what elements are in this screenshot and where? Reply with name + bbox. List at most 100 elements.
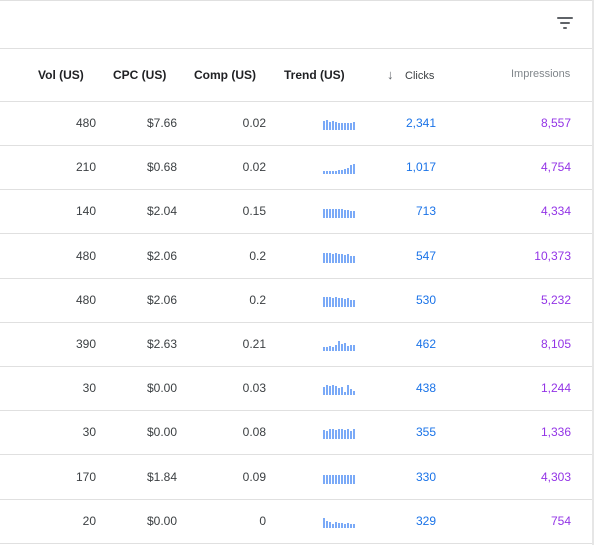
clicks-cell[interactable]: 547 (415, 248, 436, 263)
trend-bar (347, 123, 349, 130)
vol-cell: 480 (75, 292, 96, 307)
clicks-cell[interactable]: 330 (415, 469, 436, 484)
clicks-cell[interactable]: 1,017 (405, 160, 436, 175)
trend-bar (344, 210, 346, 219)
impressions-cell[interactable]: 754 (550, 513, 571, 528)
clicks-cell[interactable]: 355 (415, 425, 436, 440)
filter-list-icon[interactable] (554, 12, 578, 36)
arrow-down-icon: ↓ (387, 67, 394, 82)
comp-cell: 0 (259, 513, 266, 528)
comp-cell: 0.15 (242, 204, 266, 219)
clicks-cell[interactable]: 713 (415, 204, 436, 219)
table-row[interactable]: 480 $2.06 0.2 547 10,373 (0, 235, 592, 279)
trend-bar (329, 171, 331, 175)
table-row[interactable]: 30 $0.00 0.03 438 1,244 (0, 367, 592, 412)
cpc-cell: $1.84 (146, 469, 177, 484)
trend-bar (332, 121, 334, 130)
column-header-clicks-label: Clicks (405, 70, 435, 82)
impressions-cell[interactable]: 4,303 (540, 469, 571, 484)
trend-bar (350, 255, 352, 263)
trend-bar (326, 385, 328, 396)
trend-bar (338, 253, 340, 263)
clicks-cell[interactable]: 462 (415, 337, 436, 351)
column-header-cpc[interactable]: CPC (US) (113, 68, 167, 82)
comp-cell: 0.03 (242, 381, 266, 396)
impressions-cell[interactable]: 8,557 (540, 116, 571, 130)
trend-bar (332, 171, 334, 175)
trend-bar (350, 123, 352, 130)
table-row[interactable]: 390 $2.63 0.21 462 8,105 (0, 323, 592, 367)
trend-bar (329, 386, 331, 396)
clicks-cell[interactable]: 2,341 (405, 116, 436, 130)
clicks-cell[interactable]: 530 (415, 292, 436, 307)
impressions-cell[interactable]: 10,373 (534, 248, 571, 263)
trend-bar (338, 209, 340, 219)
table-row[interactable]: 20 $0.00 0 329 754 (0, 500, 592, 544)
trend-sparkline (323, 164, 355, 175)
table-row[interactable]: 140 $2.04 0.15 713 4,334 (0, 190, 592, 235)
trend-bar (341, 253, 343, 263)
trend-bar (353, 474, 355, 484)
clicks-cell[interactable]: 438 (415, 381, 436, 396)
impressions-cell[interactable]: 1,336 (540, 425, 571, 440)
trend-sparkline (323, 252, 355, 263)
table-row[interactable]: 30 $0.00 0.08 355 1,336 (0, 411, 592, 456)
trend-sparkline (323, 120, 355, 130)
trend-bar (338, 388, 340, 396)
clicks-cell[interactable]: 329 (415, 513, 436, 528)
trend-bar (344, 523, 346, 528)
column-header-comp[interactable]: Comp (US) (194, 68, 256, 82)
trend-bar (341, 522, 343, 528)
vol-cell: 30 (82, 381, 96, 396)
column-header-vol[interactable]: Vol (US) (38, 68, 84, 82)
trend-bar (338, 429, 340, 440)
trend-sparkline (323, 517, 355, 528)
impressions-cell[interactable]: 4,334 (540, 204, 571, 219)
trend-bar (341, 209, 343, 219)
trend-bar (335, 386, 337, 396)
trend-bar (341, 429, 343, 440)
cpc-cell: $2.04 (146, 204, 177, 219)
trend-bar (326, 474, 328, 484)
impressions-cell[interactable]: 4,754 (540, 160, 571, 175)
trend-bar (329, 296, 331, 307)
table-row[interactable]: 210 $0.68 0.02 1,017 4,754 (0, 146, 592, 191)
trend-bar (329, 209, 331, 219)
column-header-impressions[interactable]: Impressions (511, 68, 571, 80)
trend-bar (326, 252, 328, 263)
table-row[interactable]: 170 $1.84 0.09 330 4,303 (0, 456, 592, 500)
trend-bar (350, 389, 352, 396)
comp-cell: 0.02 (242, 160, 266, 175)
trend-bar (347, 168, 349, 175)
comp-cell: 0.02 (242, 116, 266, 130)
trend-bar (332, 347, 334, 351)
trend-bar (323, 347, 325, 351)
trend-bar (344, 298, 346, 307)
trend-bar (350, 345, 352, 351)
trend-bar (326, 347, 328, 351)
trend-bar (323, 171, 325, 175)
cpc-cell: $2.06 (146, 248, 177, 263)
comp-cell: 0.21 (242, 337, 266, 351)
impressions-cell[interactable]: 8,105 (540, 337, 571, 351)
trend-bar (341, 297, 343, 307)
trend-bar (344, 123, 346, 130)
trend-bar (332, 385, 334, 396)
impressions-cell[interactable]: 1,244 (540, 381, 571, 396)
comp-cell: 0.2 (249, 292, 266, 307)
table-row[interactable]: 480 $7.66 0.02 2,341 8,557 (0, 102, 592, 146)
table-row[interactable]: 480 $2.06 0.2 530 5,232 (0, 279, 592, 323)
trend-bar (332, 474, 334, 484)
impressions-cell[interactable]: 5,232 (540, 292, 571, 307)
trend-bar (353, 345, 355, 351)
cpc-cell: $0.68 (146, 160, 177, 175)
trend-sparkline (323, 429, 355, 440)
trend-bar (323, 252, 325, 263)
comp-cell: 0.2 (249, 248, 266, 263)
trend-bar (344, 169, 346, 175)
column-header-clicks[interactable]: ↓ Clicks (387, 67, 434, 82)
trend-bar (353, 299, 355, 307)
cpc-cell: $0.00 (146, 381, 177, 396)
table-toolbar (0, 0, 592, 49)
trend-bar (329, 474, 331, 484)
